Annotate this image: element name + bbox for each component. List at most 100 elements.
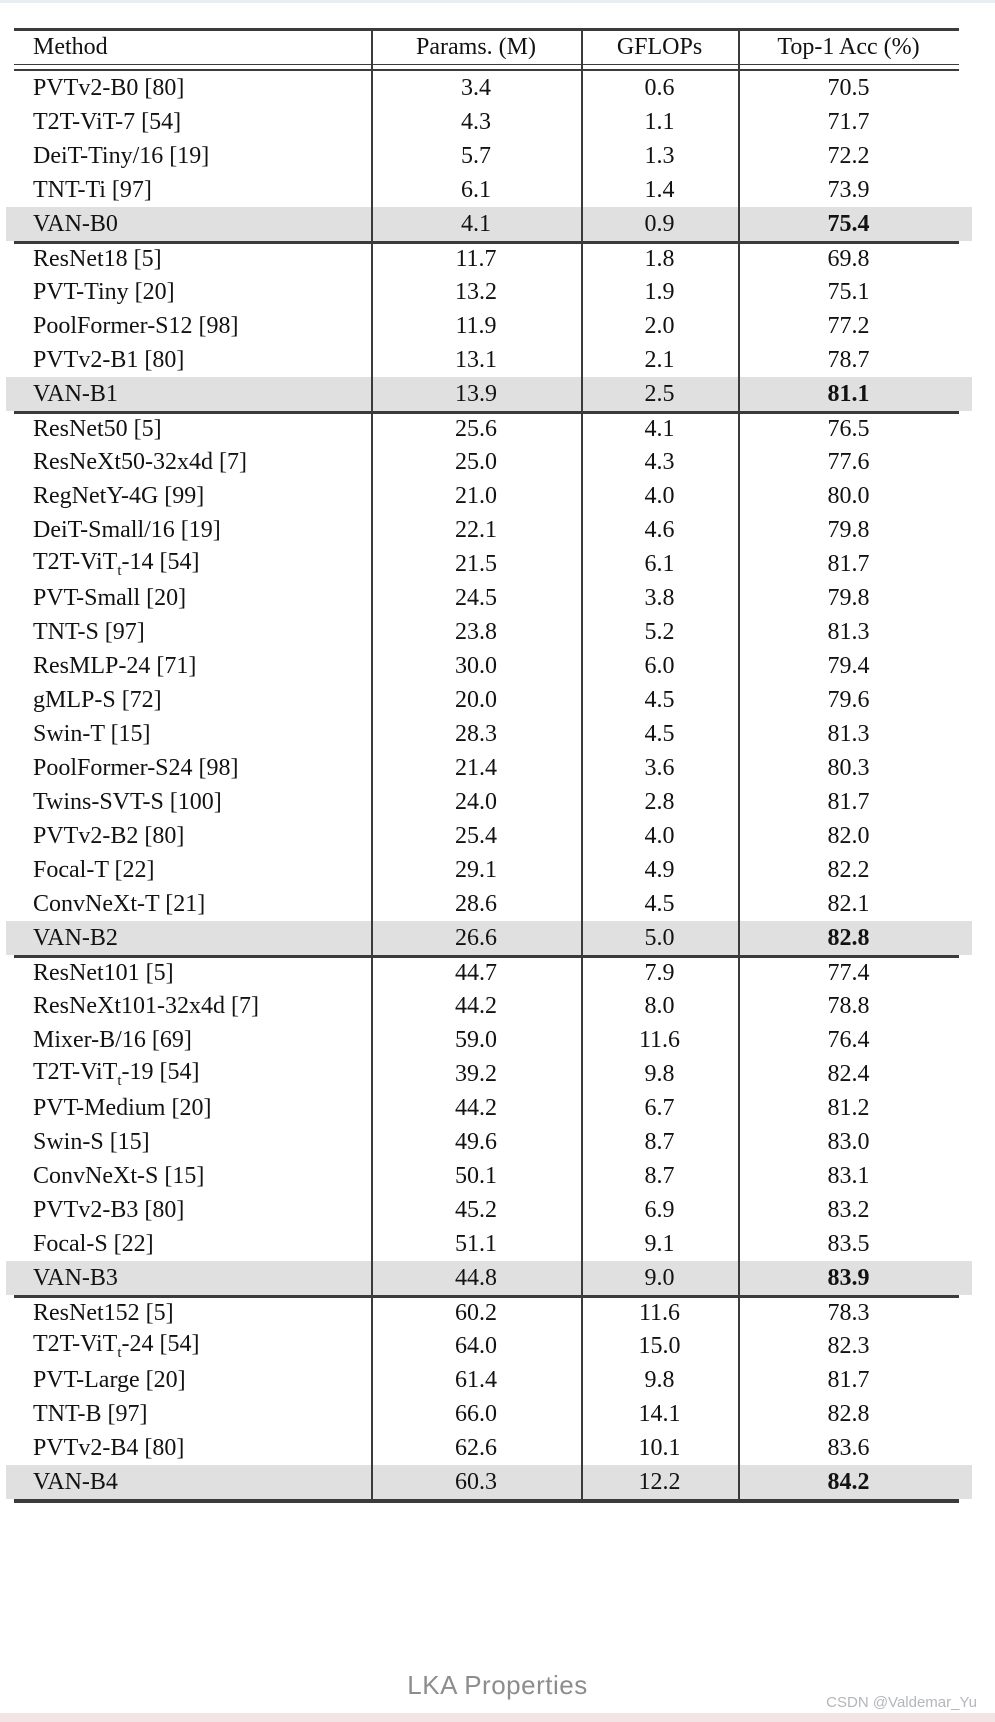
gflops-cell: 9.8 <box>644 1366 675 1393</box>
acc-cell: 77.6 <box>827 448 870 475</box>
table-row-van: VAN-B4 60.3 12.2 84.2 <box>6 1465 972 1499</box>
acc-cell: 81.7 <box>827 1366 870 1393</box>
bottom-edge-strip <box>0 1713 995 1722</box>
params-cell: 11.7 <box>455 246 497 272</box>
table-row: Swin-S [15] 49.6 8.7 83.0 <box>14 1125 959 1159</box>
method-cell: VAN-B1 <box>33 380 118 407</box>
gflops-cell: 1.3 <box>644 142 675 169</box>
acc-cell: 73.9 <box>827 176 870 203</box>
table-row: PVT-Medium [20] 44.2 6.7 81.2 <box>14 1091 959 1125</box>
table-row: Swin-T [15] 28.3 4.5 81.3 <box>14 717 959 751</box>
table-row: RegNetY-4G [99] 21.0 4.0 80.0 <box>14 479 959 513</box>
gflops-cell: 11.6 <box>638 1026 681 1053</box>
gflops-cell: 0.6 <box>644 74 675 101</box>
gflops-cell: 4.1 <box>644 416 675 442</box>
table-row-van: VAN-B0 4.1 0.9 75.4 <box>6 207 972 241</box>
column-header-top1acc: Top-1 Acc (%) <box>777 34 920 60</box>
method-cell: PVTv2-B3 [80] <box>33 1196 185 1223</box>
header-double-rule <box>14 64 959 71</box>
acc-cell: 82.0 <box>827 822 870 849</box>
params-cell: 60.2 <box>455 1300 497 1326</box>
table-row: PoolFormer-S12 [98] 11.9 2.0 77.2 <box>14 309 959 343</box>
acc-cell: 77.4 <box>827 960 870 986</box>
table-row: Focal-T [22] 29.1 4.9 82.2 <box>14 853 959 887</box>
acc-cell: 81.7 <box>827 550 870 577</box>
method-cell: Focal-T [22] <box>33 856 155 883</box>
table-row: PVT-Tiny [20] 13.2 1.9 75.1 <box>14 275 959 309</box>
method-cell: ConvNeXt-T [21] <box>33 890 206 917</box>
gflops-cell: 4.9 <box>644 856 675 883</box>
method-cell: RegNetY-4G [99] <box>33 482 205 509</box>
acc-cell: 84.2 <box>827 1468 870 1495</box>
acc-cell: 71.7 <box>827 108 870 135</box>
method-cell: PVTv2-B2 [80] <box>33 822 185 849</box>
params-cell: 5.7 <box>461 142 491 169</box>
acc-cell: 81.3 <box>827 720 870 747</box>
params-cell: 62.6 <box>455 1434 497 1461</box>
acc-cell: 79.8 <box>827 584 870 611</box>
acc-cell: 78.7 <box>827 346 870 373</box>
gflops-cell: 4.5 <box>644 720 675 747</box>
gflops-cell: 10.1 <box>638 1434 681 1461</box>
params-cell: 49.6 <box>455 1128 497 1155</box>
method-cell: PoolFormer-S24 [98] <box>33 754 239 781</box>
acc-cell: 69.8 <box>827 246 870 272</box>
method-cell: DeiT-Small/16 [19] <box>33 516 221 543</box>
acc-cell: 76.5 <box>827 416 870 442</box>
params-cell: 26.6 <box>455 924 497 951</box>
params-cell: 59.0 <box>455 1026 497 1053</box>
params-cell: 30.0 <box>455 652 497 679</box>
acc-cell: 75.4 <box>827 210 870 237</box>
gflops-cell: 11.6 <box>638 1300 681 1326</box>
acc-cell: 83.6 <box>827 1434 870 1461</box>
column-divider-2 <box>581 28 583 1503</box>
method-cell: T2T-ViTt-14 [54] <box>33 548 200 579</box>
params-cell: 6.1 <box>461 176 491 203</box>
column-divider-3 <box>738 28 740 1503</box>
params-cell: 60.3 <box>455 1468 497 1495</box>
method-cell: TNT-B [97] <box>33 1400 148 1427</box>
acc-cell: 81.7 <box>827 788 870 815</box>
gflops-cell: 1.8 <box>644 246 675 272</box>
method-cell: VAN-B0 <box>33 210 118 237</box>
gflops-cell: 1.4 <box>644 176 675 203</box>
acc-cell: 81.1 <box>827 380 870 407</box>
gflops-cell: 4.0 <box>644 822 675 849</box>
column-header-gflops: GFLOPs <box>616 34 703 60</box>
params-cell: 25.6 <box>455 416 497 442</box>
method-cell: Focal-S [22] <box>33 1230 154 1257</box>
params-cell: 44.2 <box>455 1094 497 1121</box>
gflops-cell: 4.5 <box>644 686 675 713</box>
method-cell: ResMLP-24 [71] <box>33 652 197 679</box>
table-row: ConvNeXt-S [15] 50.1 8.7 83.1 <box>14 1159 959 1193</box>
params-cell: 39.2 <box>455 1060 497 1087</box>
method-cell: T2T-ViTt-24 [54] <box>33 1330 200 1361</box>
table-row: TNT-B [97] 66.0 14.1 82.8 <box>14 1397 959 1431</box>
params-cell: 28.3 <box>455 720 497 747</box>
params-cell: 13.1 <box>455 346 497 373</box>
params-cell: 22.1 <box>455 516 497 543</box>
method-cell: PVT-Medium [20] <box>33 1094 212 1121</box>
params-cell: 44.7 <box>455 960 497 986</box>
method-cell: TNT-Ti [97] <box>33 176 152 203</box>
method-cell: gMLP-S [72] <box>33 686 162 713</box>
params-cell: 64.0 <box>455 1332 497 1359</box>
params-cell: 45.2 <box>455 1196 497 1223</box>
acc-cell: 78.8 <box>827 992 870 1019</box>
params-cell: 13.9 <box>455 380 497 407</box>
acc-cell: 79.4 <box>827 652 870 679</box>
csdn-watermark: CSDN @Valdemar_Yu <box>826 1694 977 1711</box>
table-header-row: Method Params. (M) GFLOPs Top-1 Acc (%) <box>14 31 959 64</box>
acc-cell: 77.2 <box>827 312 870 339</box>
table-row: PVT-Small [20] 24.5 3.8 79.8 <box>14 581 959 615</box>
params-cell: 21.4 <box>455 754 497 781</box>
acc-cell: 80.0 <box>827 482 870 509</box>
figure-caption: LKA Properties <box>407 1670 588 1700</box>
acc-cell: 80.3 <box>827 754 870 781</box>
gflops-cell: 5.2 <box>644 618 675 645</box>
acc-cell: 78.3 <box>827 1300 870 1326</box>
params-cell: 44.8 <box>455 1264 497 1291</box>
params-cell: 50.1 <box>455 1162 497 1189</box>
table-row: TNT-Ti [97] 6.1 1.4 73.9 <box>14 173 959 207</box>
gflops-cell: 6.9 <box>644 1196 675 1223</box>
